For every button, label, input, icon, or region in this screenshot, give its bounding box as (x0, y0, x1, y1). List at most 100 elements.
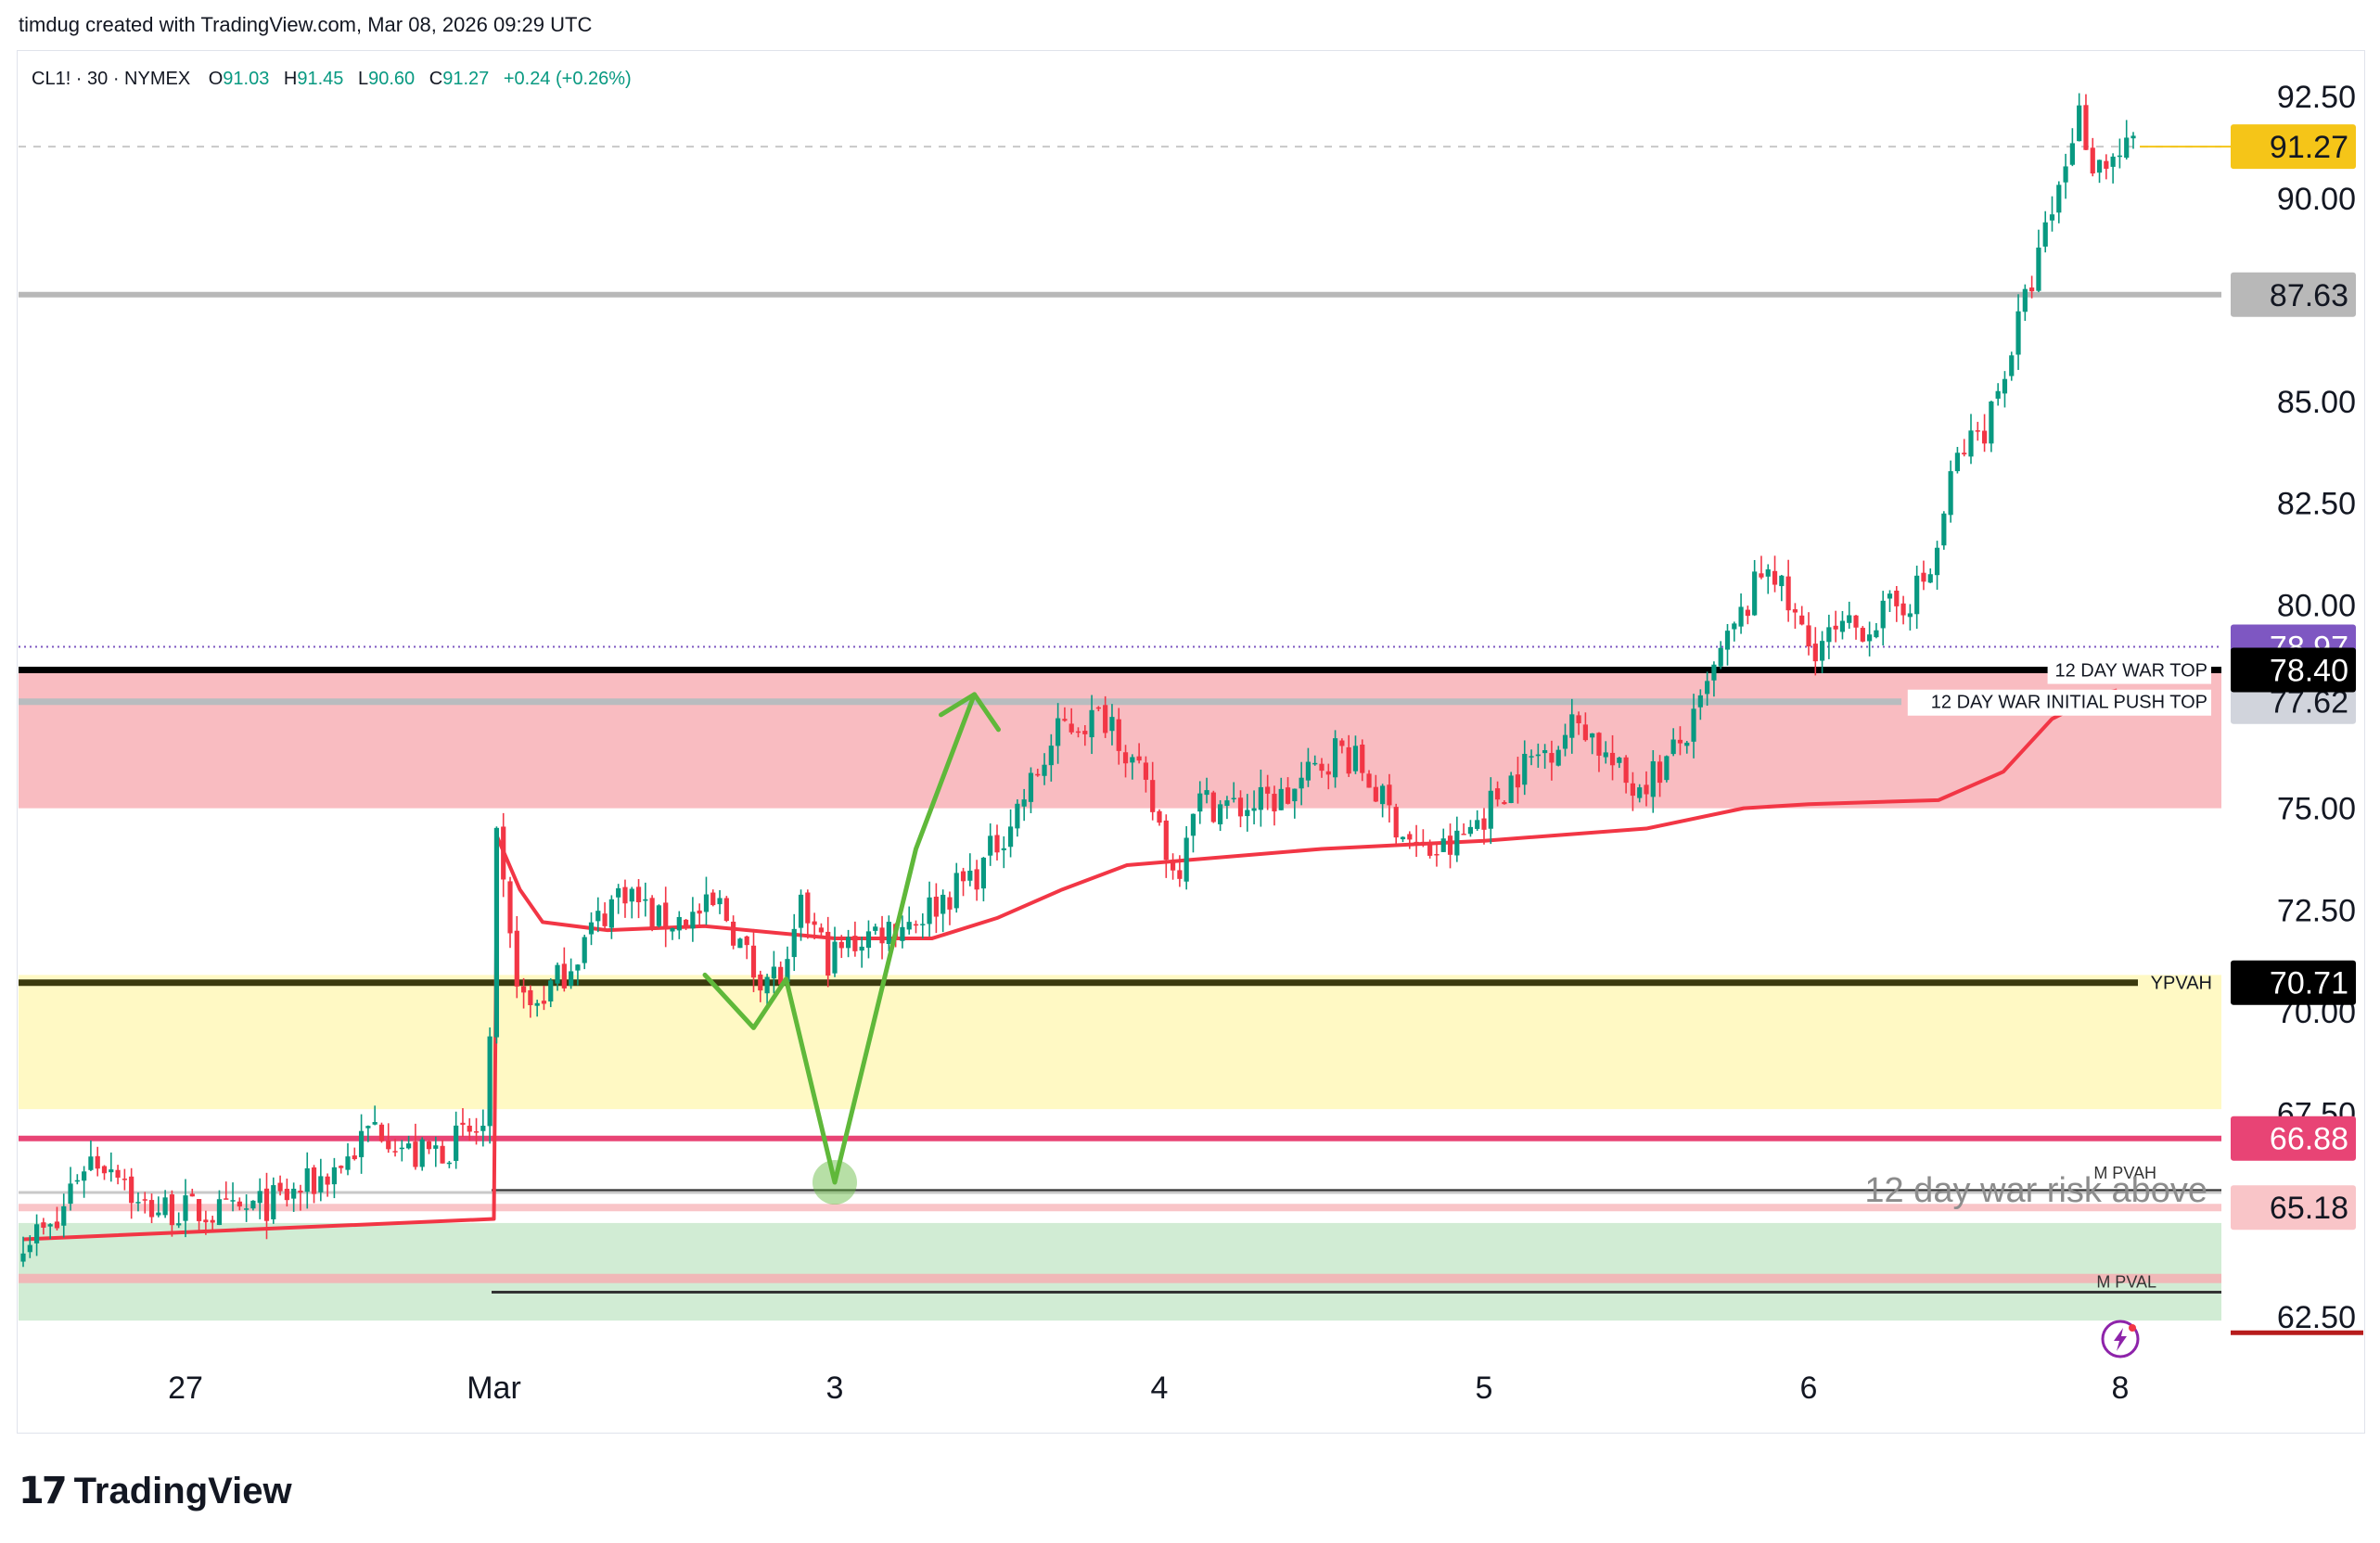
candle[interactable] (1414, 824, 1419, 858)
candle[interactable] (1447, 823, 1453, 869)
candle[interactable] (656, 904, 662, 928)
candle[interactable] (156, 1196, 161, 1218)
candle[interactable] (750, 928, 757, 992)
candle[interactable] (1494, 781, 1501, 807)
candle[interactable] (1752, 559, 1758, 617)
candle[interactable] (920, 912, 926, 938)
candle[interactable] (1657, 755, 1663, 797)
candle[interactable] (723, 896, 729, 923)
candle[interactable] (582, 935, 587, 970)
candle[interactable] (1407, 831, 1413, 849)
candle[interactable] (1373, 774, 1378, 803)
candle[interactable] (2049, 196, 2055, 232)
candle[interactable] (507, 876, 513, 949)
candle[interactable] (61, 1193, 67, 1238)
candle[interactable] (440, 1140, 445, 1164)
candle[interactable] (2083, 94, 2089, 150)
candle[interactable] (224, 1181, 229, 1200)
candle[interactable] (879, 915, 885, 960)
candle[interactable] (1062, 707, 1068, 722)
candle[interactable] (263, 1172, 270, 1240)
candle[interactable] (1697, 689, 1703, 720)
candle[interactable] (1312, 755, 1318, 766)
candle[interactable] (419, 1137, 425, 1171)
candle[interactable] (1738, 593, 1744, 634)
candle[interactable] (1190, 813, 1196, 853)
candle[interactable] (1637, 784, 1643, 803)
candle[interactable] (528, 985, 533, 1018)
candle[interactable] (82, 1166, 87, 1198)
candle[interactable] (2029, 275, 2035, 299)
candle[interactable] (1420, 829, 1426, 848)
candle[interactable] (1122, 745, 1129, 778)
candle[interactable] (1617, 757, 1622, 769)
candle[interactable] (1434, 842, 1440, 867)
candle[interactable] (1042, 753, 1047, 785)
candle[interactable] (670, 927, 675, 940)
candle[interactable] (345, 1142, 351, 1176)
candle[interactable] (1962, 439, 1967, 457)
candle[interactable] (1894, 585, 1900, 622)
candle[interactable] (1015, 799, 1020, 837)
candle[interactable] (1765, 564, 1771, 594)
candle[interactable] (933, 883, 939, 934)
candle[interactable] (365, 1125, 371, 1142)
candle[interactable] (1285, 777, 1291, 805)
candle[interactable] (1549, 740, 1555, 781)
candle[interactable] (426, 1140, 432, 1154)
candle[interactable] (744, 935, 749, 960)
candle[interactable] (1056, 703, 1061, 764)
candle[interactable] (1975, 421, 1980, 441)
candle[interactable] (852, 921, 858, 957)
candle[interactable] (1319, 758, 1324, 778)
candle[interactable] (189, 1188, 195, 1197)
candle[interactable] (1670, 728, 1676, 757)
candle[interactable] (2063, 153, 2068, 199)
candle[interactable] (1853, 615, 1859, 640)
candle[interactable] (608, 895, 614, 939)
candle[interactable] (1880, 591, 1886, 646)
candle[interactable] (1116, 708, 1121, 765)
candle[interactable] (203, 1210, 209, 1235)
candle[interactable] (690, 897, 696, 942)
candle[interactable] (298, 1184, 303, 1211)
candle[interactable] (339, 1165, 344, 1174)
candle[interactable] (27, 1235, 32, 1258)
candle[interactable] (1630, 772, 1636, 811)
candle[interactable] (1941, 511, 1947, 550)
candle[interactable] (758, 970, 763, 1002)
candle[interactable] (683, 919, 689, 931)
candle[interactable] (1508, 772, 1514, 804)
candle[interactable] (230, 1182, 236, 1212)
candle[interactable] (1136, 743, 1142, 764)
candle[interactable] (1860, 626, 1865, 643)
candle[interactable] (703, 876, 710, 925)
candle[interactable] (1130, 754, 1135, 780)
candle[interactable] (311, 1165, 317, 1204)
candle[interactable] (1927, 567, 1933, 583)
candle[interactable] (1718, 641, 1723, 669)
candle[interactable] (805, 889, 811, 939)
candle[interactable] (859, 937, 864, 968)
candle[interactable] (1380, 784, 1386, 818)
candle[interactable] (1529, 749, 1534, 766)
candle[interactable] (216, 1190, 223, 1226)
candle[interactable] (1779, 574, 1785, 602)
candle[interactable] (812, 912, 817, 940)
candle[interactable] (2096, 159, 2103, 184)
candle[interactable] (271, 1177, 276, 1224)
candle[interactable] (1089, 695, 1094, 755)
candle[interactable] (196, 1199, 202, 1233)
candle[interactable] (2077, 93, 2082, 142)
candle[interactable] (541, 985, 547, 1011)
candle[interactable] (1826, 614, 1832, 659)
candle[interactable] (460, 1108, 466, 1138)
candle[interactable] (372, 1105, 377, 1126)
candle[interactable] (967, 853, 973, 886)
candle[interactable] (2090, 137, 2095, 177)
candle[interactable] (1265, 774, 1271, 810)
candle[interactable] (2124, 120, 2130, 160)
candle[interactable] (2042, 210, 2048, 253)
candle[interactable] (737, 937, 743, 949)
candle[interactable] (1603, 741, 1608, 764)
